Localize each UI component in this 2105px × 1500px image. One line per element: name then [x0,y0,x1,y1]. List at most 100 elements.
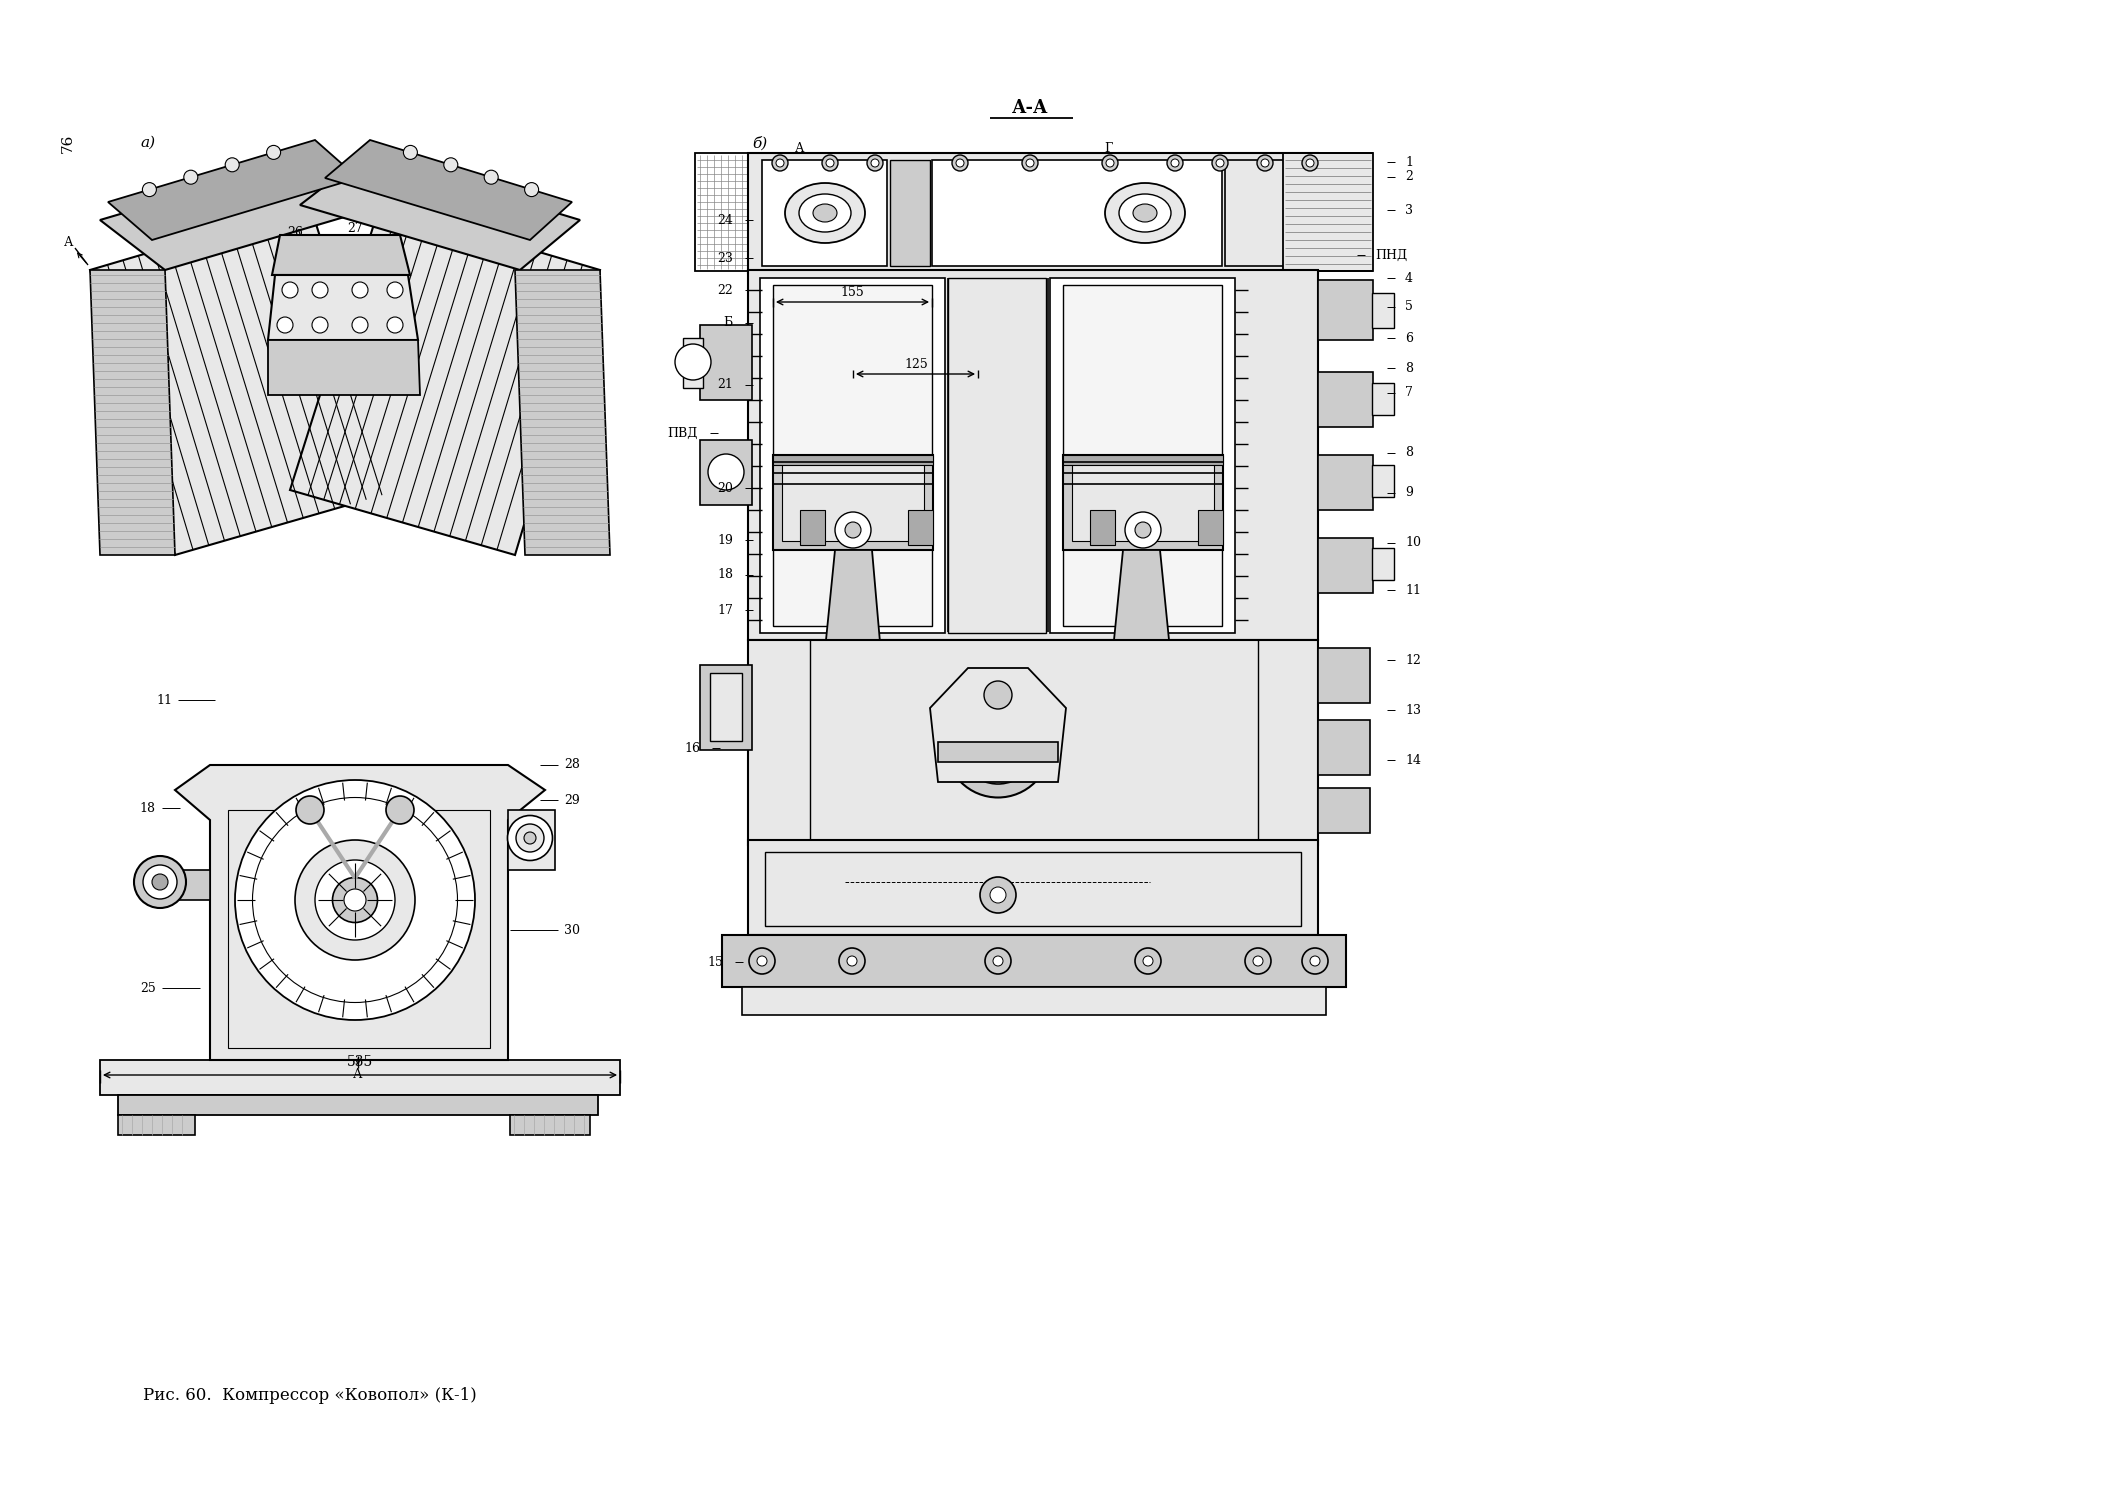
Bar [1225,160,1320,266]
Ellipse shape [960,706,1038,785]
Circle shape [1023,154,1038,171]
Circle shape [1135,948,1162,974]
Polygon shape [101,1060,621,1095]
Circle shape [267,146,280,159]
Circle shape [1143,956,1154,966]
Circle shape [846,956,857,966]
Bar [1318,720,1370,776]
Text: 18: 18 [718,568,733,582]
Bar [1063,454,1223,465]
Ellipse shape [829,702,878,724]
Polygon shape [267,340,421,394]
Bar [747,640,1318,844]
Text: 7: 7 [1404,387,1412,399]
Ellipse shape [236,780,476,1020]
Bar [682,338,703,388]
Bar [890,160,930,266]
Ellipse shape [1120,702,1166,724]
Text: 8: 8 [1404,362,1412,375]
Circle shape [1257,154,1274,171]
Polygon shape [91,206,400,555]
Polygon shape [301,154,581,270]
Bar [695,153,754,272]
Circle shape [278,316,293,333]
Circle shape [825,159,834,166]
Text: 29: 29 [564,794,579,807]
Circle shape [297,796,324,824]
Circle shape [676,344,711,380]
Bar [760,278,945,633]
Bar [1318,454,1372,510]
Bar [773,454,933,465]
Circle shape [387,316,402,333]
Polygon shape [509,1114,589,1136]
Bar [741,987,1326,1016]
Ellipse shape [343,890,366,910]
Circle shape [821,154,838,171]
Bar [1063,454,1223,550]
Bar [947,278,1046,633]
Circle shape [749,948,775,974]
Text: 30: 30 [564,924,581,936]
Circle shape [1309,956,1320,966]
Ellipse shape [813,204,838,222]
Text: 1: 1 [1404,156,1412,168]
Text: 19: 19 [718,534,733,546]
Circle shape [312,316,328,333]
Text: 25: 25 [141,981,156,994]
Ellipse shape [800,194,850,232]
Text: 4: 4 [1404,272,1412,285]
Circle shape [312,282,328,298]
Text: А: А [796,141,804,154]
Text: 535: 535 [347,1054,373,1070]
Ellipse shape [983,681,1013,710]
Text: А: А [354,1068,362,1082]
Polygon shape [516,270,610,555]
Ellipse shape [819,696,888,730]
Ellipse shape [524,833,537,844]
Text: 8: 8 [1404,447,1412,459]
Polygon shape [118,1095,598,1114]
Circle shape [1217,159,1223,166]
Ellipse shape [316,859,396,940]
Bar [1090,510,1116,544]
Circle shape [1170,159,1179,166]
Circle shape [1124,512,1162,548]
Ellipse shape [987,735,1008,754]
Text: 20: 20 [718,482,733,495]
Text: Б: Б [724,316,733,330]
Circle shape [387,282,402,298]
Bar [747,840,1318,934]
Circle shape [385,796,415,824]
Bar [939,742,1059,762]
Text: 22: 22 [718,284,733,297]
Bar [709,674,741,741]
Bar [747,195,808,240]
Polygon shape [290,206,600,555]
Polygon shape [507,810,556,870]
Circle shape [1303,154,1318,171]
Bar [762,160,886,266]
Bar [1284,153,1372,272]
Bar [764,852,1301,926]
Text: 155: 155 [840,286,863,300]
Circle shape [352,316,368,333]
Ellipse shape [516,824,543,852]
Circle shape [1252,956,1263,966]
Circle shape [758,956,766,966]
Polygon shape [91,270,175,555]
Bar [773,285,933,626]
Bar [933,160,1223,266]
Text: 17: 17 [718,603,733,616]
Text: 13: 13 [1404,704,1421,717]
Text: А-А: А-А [1013,99,1048,117]
Ellipse shape [135,856,185,907]
Text: 10: 10 [1404,537,1421,549]
Circle shape [840,948,865,974]
Text: 18: 18 [139,801,156,814]
Bar [1372,292,1394,328]
Circle shape [1305,159,1314,166]
Bar [1318,280,1372,340]
Text: 9: 9 [1404,486,1412,500]
Circle shape [524,183,539,196]
